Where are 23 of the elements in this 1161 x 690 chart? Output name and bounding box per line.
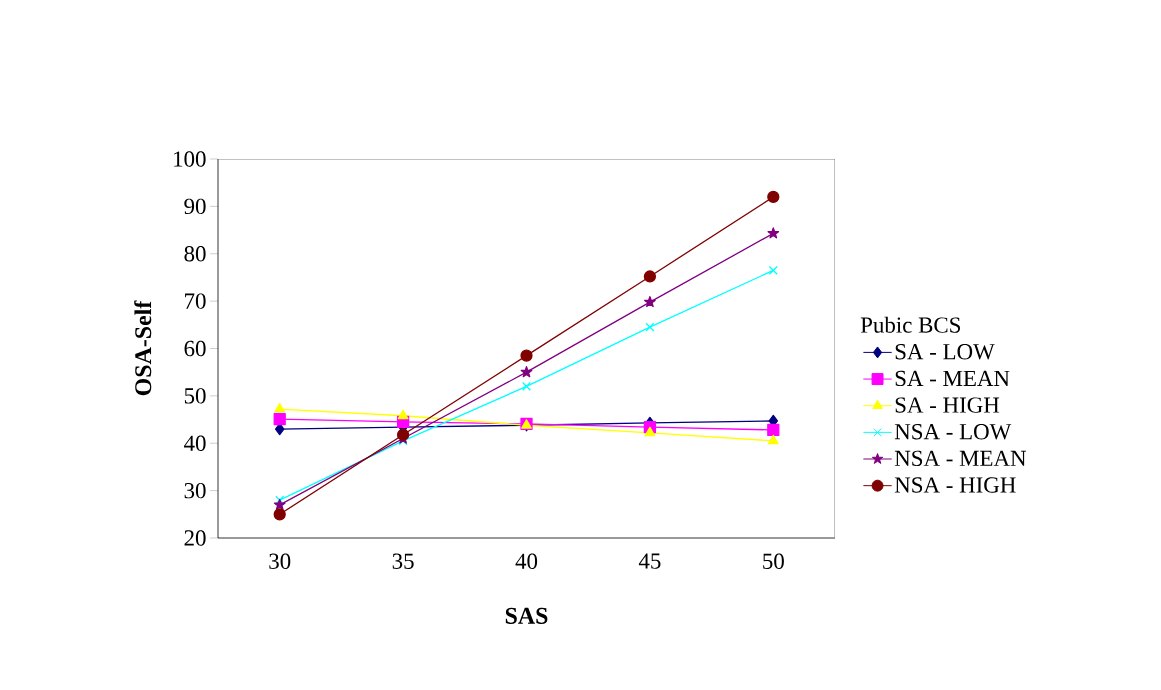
y-tick-label: 30 [184, 482, 206, 499]
legend-label: NSA - MEAN [894, 450, 1027, 467]
y-tick-label: 80 [184, 246, 206, 262]
legend-label: SA - HIGH [895, 397, 1000, 413]
legend-label: SA - LOW [895, 344, 995, 360]
legend-title: Pubic BCS [860, 316, 961, 333]
y-tick-label: 60 [184, 340, 206, 357]
x-tick-label: 30 [269, 553, 291, 569]
y-tick-label: 50 [184, 388, 206, 404]
y-tick-label: 100 [174, 151, 206, 167]
y-tick-label: 40 [184, 435, 206, 451]
y-tick-label: 20 [184, 530, 206, 546]
x-tick-label: 50 [763, 553, 784, 569]
x-tick-label: 40 [515, 553, 538, 569]
x-tick-label: 35 [392, 553, 414, 569]
legend-label: NSA - HIGH [894, 477, 1016, 493]
x-axis-title: SAS [505, 607, 548, 624]
x-tick-label: 45 [638, 553, 661, 569]
legend-label: NSA - LOW [894, 424, 1012, 440]
legend-label: SA - MEAN [895, 370, 1010, 387]
y-tick-label: 90 [184, 198, 206, 215]
y-tick-label: 70 [185, 293, 206, 309]
y-axis-title: OSA-Self [134, 300, 152, 396]
